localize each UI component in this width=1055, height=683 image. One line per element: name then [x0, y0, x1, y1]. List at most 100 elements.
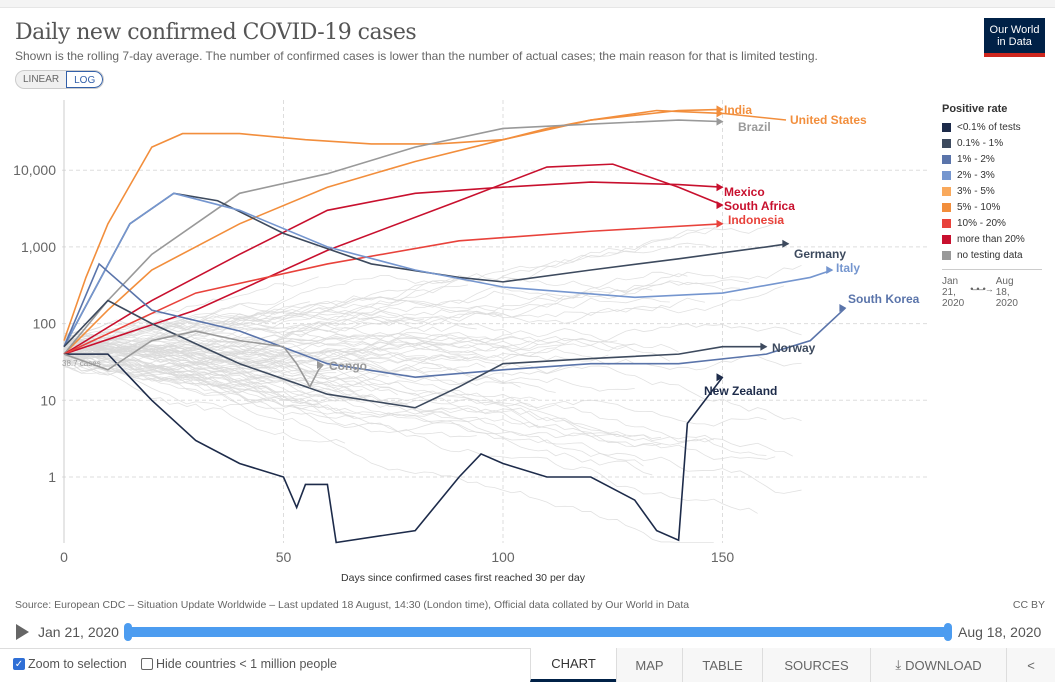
linear-button[interactable]: LINEAR: [23, 74, 60, 85]
zoom-to-selection-checkbox[interactable]: ✓ Zoom to selection: [13, 657, 127, 671]
background-country-line: [63, 220, 741, 363]
series-leader-line: [722, 112, 787, 121]
series-arrow-icon: [839, 303, 847, 312]
legend-label: no testing data: [957, 249, 1023, 261]
scale-toggle[interactable]: LINEAR LOG: [15, 70, 105, 89]
series-line-new-zealand: [64, 353, 724, 544]
x-tick-label: 50: [276, 549, 292, 565]
chart-title: Daily new confirmed COVID-19 cases: [15, 20, 417, 45]
time-end-month: Aug: [995, 276, 1014, 287]
legend-item[interactable]: more than 20%: [942, 231, 1042, 247]
series-arrow-icon: [716, 219, 724, 228]
x-axis-label: Days since confirmed cases first reached…: [341, 572, 586, 584]
legend: Positive rate <0.1% of tests 0.1% - 1% 1% …: [942, 103, 1042, 309]
background-country-line: [63, 346, 363, 387]
legend-swatch: [942, 186, 951, 196]
series-label: South Africa: [724, 199, 795, 213]
legend-item[interactable]: no testing data: [942, 247, 1042, 263]
background-country-line: [63, 355, 398, 396]
series-arrow-icon: [716, 183, 724, 192]
timeline-start-handle[interactable]: [124, 623, 132, 641]
legend-label: more than 20%: [957, 233, 1025, 245]
legend-label: 2% - 3%: [957, 169, 995, 181]
download-label: DOWNLOAD: [905, 657, 982, 673]
timeline-end-label: Aug 18, 2020: [958, 624, 1042, 640]
chart-subtitle: Shown is the rolling 7-day average. The …: [15, 49, 818, 63]
legend-swatch: [942, 170, 951, 180]
legend-item[interactable]: <0.1% of tests: [942, 119, 1042, 135]
series-label: Norway: [772, 341, 816, 355]
background-country-line: [63, 341, 767, 427]
tab-map[interactable]: MAP: [616, 648, 682, 682]
series-label: Italy: [836, 261, 860, 275]
checkbox-checked-icon[interactable]: ✓: [13, 658, 25, 670]
background-country-line: [63, 358, 758, 514]
legend-item[interactable]: 3% - 5%: [942, 183, 1042, 199]
legend-label: 10% - 20%: [957, 217, 1006, 229]
legend-swatch: [942, 138, 951, 148]
series-line-mexico: [63, 181, 723, 355]
series-label: Germany: [794, 247, 846, 261]
series-arrow-icon: [716, 117, 724, 126]
legend-label: <0.1% of tests: [957, 121, 1021, 133]
series-label: Indonesia: [728, 213, 784, 227]
time-end-year: 2020: [995, 298, 1018, 309]
x-tick-label: 100: [491, 549, 515, 565]
series-line-italy: [63, 192, 833, 348]
top-strip: [0, 0, 1055, 8]
owid-logo[interactable]: Our World in Data: [984, 18, 1045, 57]
tab-chart[interactable]: CHART: [530, 648, 616, 682]
logo-line2: in Data: [997, 36, 1032, 48]
background-country-line: [63, 276, 319, 340]
background-country-line: [63, 352, 714, 543]
legend-item[interactable]: 10% - 20%: [942, 215, 1042, 231]
background-country-line: [63, 366, 346, 444]
background-country-line: [63, 303, 504, 337]
logo-line1: Our World: [989, 24, 1040, 36]
log-button[interactable]: LOG: [66, 71, 104, 88]
legend-swatch: [942, 234, 951, 244]
hide-small-countries-checkbox[interactable]: Hide countries < 1 million people: [141, 657, 337, 671]
background-country-line: [63, 323, 679, 359]
legend-swatch: [942, 202, 951, 212]
play-icon[interactable]: [16, 624, 29, 640]
background-country-line: [63, 336, 477, 438]
time-end-day: 18,: [995, 287, 1010, 298]
series-label: United States: [790, 113, 867, 127]
background-country-line: [63, 334, 284, 373]
background-country-line: [63, 316, 425, 361]
tab-sources[interactable]: SOURCES: [762, 648, 870, 682]
series-line-indonesia: [63, 223, 723, 355]
legend-label: 5% - 10%: [957, 201, 1001, 213]
series-arrow-icon: [716, 105, 724, 114]
series-label: Congo: [329, 359, 367, 373]
zoom-label: Zoom to selection: [28, 657, 127, 671]
share-button[interactable]: <: [1006, 648, 1055, 682]
legend-item[interactable]: 0.1% - 1%: [942, 135, 1042, 151]
background-country-line: [63, 330, 802, 421]
series-arrow-icon: [760, 342, 768, 351]
legend-label: 0.1% - 1%: [957, 137, 1004, 149]
legend-item[interactable]: 5% - 10%: [942, 199, 1042, 215]
download-icon: ⤓: [895, 657, 902, 672]
background-country-line: [63, 297, 670, 346]
series-line-norway: [63, 299, 767, 409]
checkbox-unchecked-icon[interactable]: [141, 658, 153, 670]
legend-swatch: [942, 250, 951, 260]
legend-item[interactable]: 2% - 3%: [942, 167, 1042, 183]
series-arrow-icon: [826, 265, 834, 274]
tab-download[interactable]: ⤓ DOWNLOAD: [870, 648, 1006, 682]
legend-item[interactable]: 1% - 2%: [942, 151, 1042, 167]
timeline-end-handle[interactable]: [944, 623, 952, 641]
share-icon: <: [1027, 657, 1035, 673]
background-country-line: [63, 340, 776, 460]
background-country-line: [63, 280, 741, 349]
series-line-south-africa: [63, 163, 723, 355]
view-tabs: CHART MAP TABLE SOURCES ⤓ DOWNLOAD <: [530, 648, 1055, 683]
tab-table[interactable]: TABLE: [682, 648, 762, 682]
timeline-slider[interactable]: [128, 627, 948, 637]
hide-small-label: Hide countries < 1 million people: [156, 657, 338, 671]
time-start-year: 2020: [942, 298, 965, 309]
background-country-line: [63, 348, 539, 428]
license-link[interactable]: CC BY: [1012, 599, 1045, 611]
